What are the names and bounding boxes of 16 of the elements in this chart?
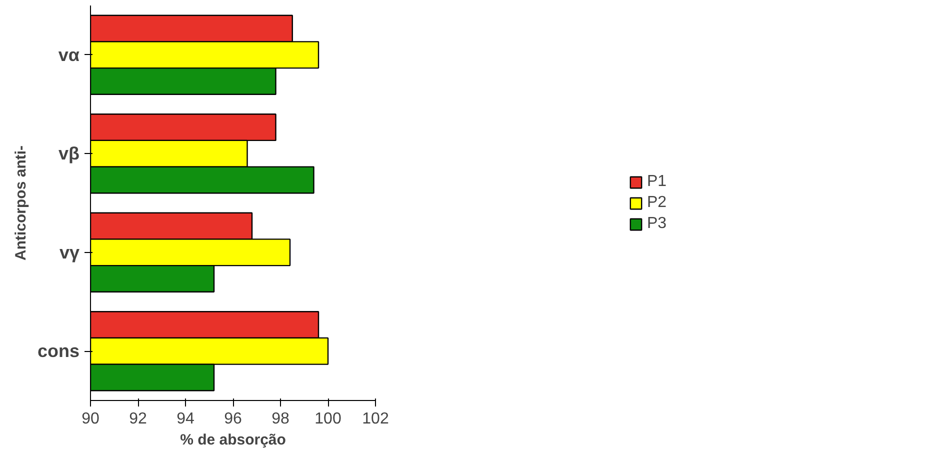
y-tick-label: cons	[37, 341, 80, 362]
legend-label: P2	[647, 194, 667, 212]
x-tick-label: 98	[272, 410, 290, 428]
y-tick-label: vα	[58, 44, 80, 65]
y-tick-label: vβ	[58, 144, 80, 164]
x-tick-label: 94	[176, 410, 194, 428]
x-tick-label: 92	[129, 410, 147, 428]
x-tick-label: 100	[314, 410, 342, 428]
legend-label: P3	[647, 214, 667, 232]
x-tick-label: 90	[82, 410, 100, 428]
legend-label: P1	[647, 172, 667, 190]
x-axis-title: % de absorção	[180, 432, 286, 448]
x-tick-label: 96	[224, 410, 242, 428]
y-axis-title: Anticorpos anti-	[12, 145, 30, 260]
y-tick-label: vγ	[59, 242, 80, 262]
x-tick-label: 102	[362, 410, 389, 428]
